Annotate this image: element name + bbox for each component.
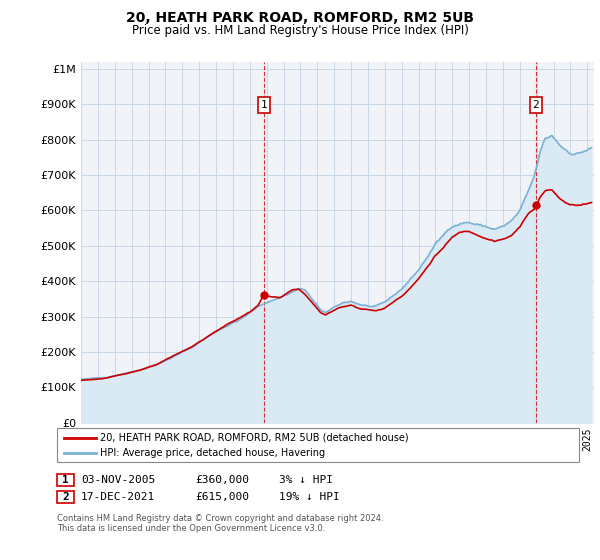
Text: 3% ↓ HPI: 3% ↓ HPI [279,475,333,485]
Text: £360,000: £360,000 [195,475,249,485]
Text: 1: 1 [62,475,69,485]
Text: 1: 1 [260,100,268,110]
Text: 03-NOV-2005: 03-NOV-2005 [81,475,155,485]
Text: 2: 2 [533,100,539,110]
Text: 17-DEC-2021: 17-DEC-2021 [81,492,155,502]
Text: Price paid vs. HM Land Registry's House Price Index (HPI): Price paid vs. HM Land Registry's House … [131,24,469,37]
Text: Contains HM Land Registry data © Crown copyright and database right 2024.
This d: Contains HM Land Registry data © Crown c… [57,514,383,534]
Text: HPI: Average price, detached house, Havering: HPI: Average price, detached house, Have… [100,447,325,458]
Text: 19% ↓ HPI: 19% ↓ HPI [279,492,340,502]
Text: £615,000: £615,000 [195,492,249,502]
Text: 20, HEATH PARK ROAD, ROMFORD, RM2 5UB (detached house): 20, HEATH PARK ROAD, ROMFORD, RM2 5UB (d… [100,433,409,443]
Text: 2: 2 [62,492,69,502]
Text: 20, HEATH PARK ROAD, ROMFORD, RM2 5UB: 20, HEATH PARK ROAD, ROMFORD, RM2 5UB [126,11,474,25]
